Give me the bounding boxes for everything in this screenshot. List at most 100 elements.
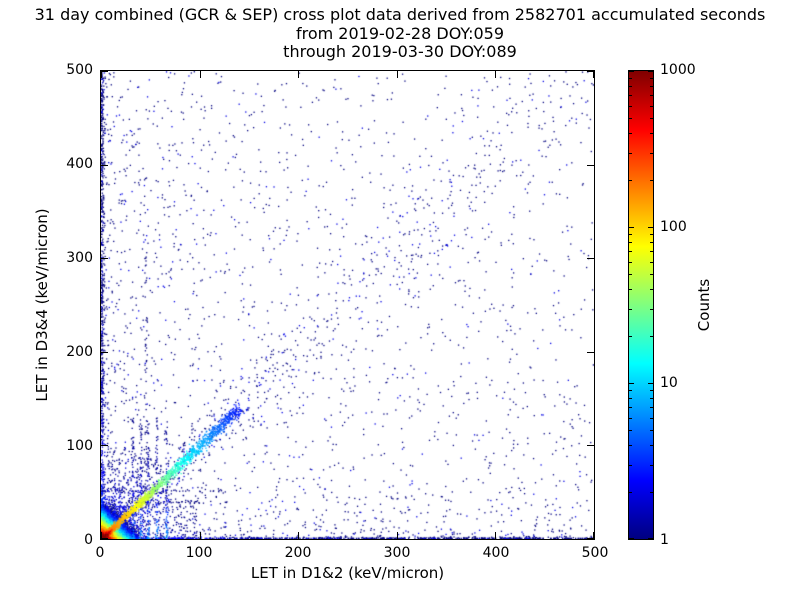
colorbar-minor-tick: [650, 398, 653, 399]
colorbar-minor-tick: [650, 274, 653, 275]
colorbar-gradient: [628, 70, 654, 540]
colorbar-minor-tick: [650, 153, 653, 154]
colorbar-minor-tick: [650, 86, 653, 87]
x-tick-label: 100: [185, 545, 213, 561]
y-axis-tick: [101, 165, 108, 166]
x-tick-label: 400: [482, 545, 510, 561]
colorbar-minor-tick: [650, 309, 653, 310]
colorbar-tick-label: 10: [660, 375, 678, 392]
colorbar-minor-tick: [650, 242, 653, 243]
scatter-density-canvas: [101, 71, 594, 539]
colorbar-minor-tick: [629, 398, 632, 399]
colorbar-minor-tick: [629, 242, 632, 243]
x-axis-tick: [593, 532, 594, 539]
colorbar-minor-tick: [650, 418, 653, 419]
colorbar-tick: [629, 71, 634, 72]
colorbar-minor-tick: [650, 133, 653, 134]
colorbar-tick-label: 100: [660, 218, 687, 235]
colorbar-tick: [648, 538, 653, 539]
colorbar-minor-tick: [629, 492, 632, 493]
colorbar-minor-tick: [650, 289, 653, 290]
y-tick-label: 400: [66, 156, 93, 172]
colorbar-minor-tick: [650, 465, 653, 466]
chart-title-block: 31 day combined (GCR & SEP) cross plot d…: [0, 5, 800, 62]
colorbar-minor-tick: [650, 180, 653, 181]
colorbar-minor-tick: [650, 95, 653, 96]
y-axis-tick-right: [587, 352, 594, 353]
y-tick-label: 0: [84, 532, 93, 548]
colorbar-minor-tick: [650, 262, 653, 263]
y-axis-tick: [101, 258, 108, 259]
colorbar-minor-tick: [650, 78, 653, 79]
y-axis-tick: [101, 538, 108, 539]
x-axis-tick: [495, 532, 496, 539]
x-axis-tick-top: [593, 71, 594, 78]
colorbar-minor-tick: [629, 262, 632, 263]
colorbar-minor-tick: [650, 430, 653, 431]
colorbar-minor-tick: [650, 390, 653, 391]
x-axis-tick-top: [397, 71, 398, 78]
colorbar-minor-tick: [650, 492, 653, 493]
colorbar-minor-tick: [629, 180, 632, 181]
x-axis-tick: [101, 532, 102, 539]
x-axis-tick: [397, 532, 398, 539]
colorbar-tick: [629, 227, 634, 228]
x-tick-label: 300: [383, 545, 411, 561]
x-axis-tick-top: [200, 71, 201, 78]
colorbar-tick: [648, 71, 653, 72]
y-tick-label: 100: [66, 438, 93, 454]
y-axis-tick-right: [587, 71, 594, 72]
chart-subtitle-through: through 2019-03-30 DOY:089: [283, 42, 517, 61]
x-axis-tick: [298, 532, 299, 539]
colorbar-tick: [648, 383, 653, 384]
y-axis-tick: [101, 445, 108, 446]
colorbar-minor-tick: [650, 336, 653, 337]
colorbar-minor-tick: [650, 407, 653, 408]
colorbar-minor-tick: [629, 95, 632, 96]
y-axis-label: LET in D3&4 (keV/micron): [33, 208, 51, 402]
colorbar-minor-tick: [650, 106, 653, 107]
y-axis-tick: [101, 71, 108, 72]
colorbar-minor-tick: [650, 251, 653, 252]
colorbar-tick-label: 1000: [660, 62, 696, 78]
y-axis-tick: [101, 352, 108, 353]
colorbar-minor-tick: [629, 234, 632, 235]
colorbar-minor-tick: [629, 465, 632, 466]
colorbar-minor-tick: [629, 336, 632, 337]
y-tick-label: 300: [66, 250, 93, 266]
colorbar-label: Counts: [695, 278, 713, 332]
y-axis-tick-right: [587, 258, 594, 259]
colorbar-minor-tick: [629, 309, 632, 310]
colorbar-minor-tick: [629, 78, 632, 79]
colorbar-minor-tick: [629, 86, 632, 87]
colorbar-minor-tick: [629, 418, 632, 419]
colorbar-tick: [629, 538, 634, 539]
x-tick-label: 0: [95, 545, 105, 561]
y-tick-label: 200: [66, 344, 93, 360]
colorbar-minor-tick: [629, 274, 632, 275]
x-axis-tick-top: [298, 71, 299, 78]
colorbar-minor-tick: [650, 234, 653, 235]
colorbar-minor-tick: [650, 445, 653, 446]
x-axis-label: LET in D1&2 (keV/micron): [250, 564, 445, 582]
colorbar-minor-tick: [629, 118, 632, 119]
colorbar-minor-tick: [629, 407, 632, 408]
colorbar-minor-tick: [629, 390, 632, 391]
x-axis-tick: [200, 532, 201, 539]
colorbar-minor-tick: [629, 251, 632, 252]
colorbar-minor-tick: [629, 133, 632, 134]
y-axis-tick-right: [587, 445, 594, 446]
x-axis-tick-top: [495, 71, 496, 78]
chart-title: 31 day combined (GCR & SEP) cross plot d…: [34, 5, 766, 24]
colorbar-tick: [629, 383, 634, 384]
y-axis-tick-right: [587, 538, 594, 539]
colorbar-minor-tick: [629, 289, 632, 290]
colorbar-tick: [648, 227, 653, 228]
colorbar-minor-tick: [650, 118, 653, 119]
x-tick-label: 500: [581, 545, 609, 561]
chart-subtitle-from: from 2019-02-28 DOY:059: [295, 23, 504, 43]
x-axis-tick-top: [101, 71, 102, 78]
colorbar-minor-tick: [629, 430, 632, 431]
plot-area: [100, 70, 595, 540]
